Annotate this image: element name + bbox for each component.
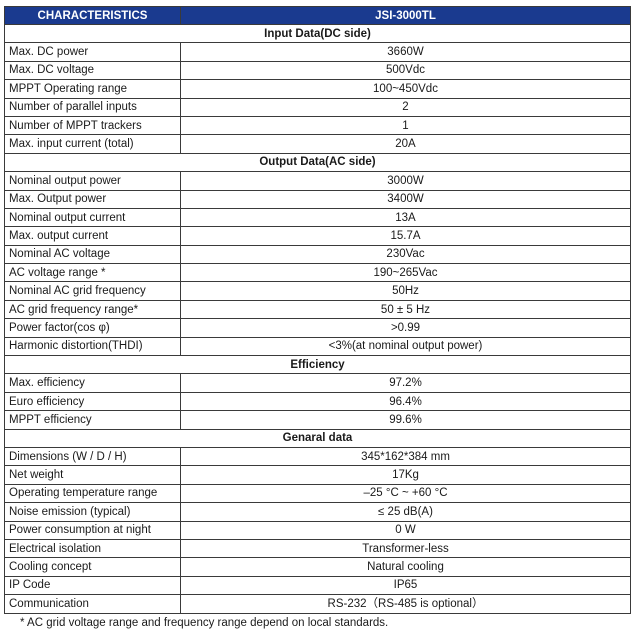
table-row: MPPT Operating range 100~450Vdc [4, 79, 631, 99]
row-label: Max. DC power [4, 42, 181, 62]
row-label: Net weight [4, 465, 181, 485]
row-label: Nominal output current [4, 207, 181, 228]
section-header-row: Input Data(DC side) [4, 23, 631, 44]
row-label: AC grid frequency range* [4, 299, 181, 320]
table-row: AC grid frequency range* 50 ± 5 Hz [4, 299, 631, 320]
table-row: Power consumption at night 0 W [4, 520, 631, 540]
row-value: 50 ± 5 Hz [180, 299, 631, 320]
table-row: AC voltage range * 190~265Vac [4, 263, 631, 283]
section-header-row: Output Data(AC side) [4, 152, 631, 173]
section-title: Genaral data [4, 428, 631, 448]
table-row: Communication RS-232（RS-485 is optional） [4, 594, 631, 614]
row-value: 500Vdc [180, 60, 631, 81]
table-row: Dimensions (W / D / H) 345*162*384 mm [4, 446, 631, 467]
table-row: Number of MPPT trackers 1 [4, 115, 631, 136]
section-title: Input Data(DC side) [4, 23, 631, 44]
table-row: Max. input current (total) 20A [4, 134, 631, 154]
row-value: 345*162*384 mm [180, 446, 631, 467]
row-value: 0 W [180, 520, 631, 540]
table-row: Nominal output current 13A [4, 207, 631, 228]
row-value: <3%(at nominal output power) [180, 336, 631, 357]
table-row: Max. efficiency 97.2% [4, 373, 631, 393]
row-label: Nominal output power [4, 171, 181, 191]
row-value: 3000W [180, 171, 631, 191]
table-row: Power factor(cos φ) >0.99 [4, 318, 631, 338]
row-label: Max. Output power [4, 189, 181, 209]
row-label: Noise emission (typical) [4, 502, 181, 522]
row-label: Max. output current [4, 226, 181, 246]
row-value: Transformer-less [180, 538, 631, 559]
row-value: >0.99 [180, 318, 631, 338]
table-row: Harmonic distortion(THDI) <3%(at nominal … [4, 336, 631, 357]
table-row: Cooling concept Natural cooling [4, 557, 631, 577]
row-value: RS-232（RS-485 is optional） [180, 594, 631, 614]
table-row: Net weight 17Kg [4, 465, 631, 485]
row-label: Power factor(cos φ) [4, 318, 181, 338]
row-label: Dimensions (W / D / H) [4, 446, 181, 467]
table-row: Number of parallel inputs 2 [4, 97, 631, 117]
table-row: Nominal output power 3000W [4, 171, 631, 191]
row-label: Max. DC voltage [4, 60, 181, 81]
table-row: Max. Output power 3400W [4, 189, 631, 209]
row-value: 96.4% [180, 391, 631, 412]
row-value: 20A [180, 134, 631, 154]
row-label: Number of MPPT trackers [4, 115, 181, 136]
row-value: 97.2% [180, 373, 631, 393]
row-value: 230Vac [180, 244, 631, 265]
row-value: 13A [180, 207, 631, 228]
row-label: Operating temperature range [4, 483, 181, 504]
section-header-row: Efficiency [4, 355, 631, 375]
table-row: Electrical isolation Transformer-less [4, 538, 631, 559]
row-value: Natural cooling [180, 557, 631, 577]
section-title: Output Data(AC side) [4, 152, 631, 173]
row-label: Nominal AC voltage [4, 244, 181, 265]
row-label: IP Code [4, 575, 181, 596]
table-row: IP Code IP65 [4, 575, 631, 596]
table-row: Nominal AC grid frequency 50Hz [4, 281, 631, 301]
row-label: MPPT Operating range [4, 79, 181, 99]
row-value: 15.7A [180, 226, 631, 246]
row-value: 3660W [180, 42, 631, 62]
header-model: JSI-3000TL [180, 6, 631, 25]
characteristics-table: CHARACTERISTICS JSI-3000TL Input Data(DC… [4, 6, 631, 614]
row-value: IP65 [180, 575, 631, 596]
row-value: 50Hz [180, 281, 631, 301]
row-label: Electrical isolation [4, 538, 181, 559]
table-row: Max. DC voltage 500Vdc [4, 60, 631, 81]
row-value: 17Kg [180, 465, 631, 485]
row-label: Power consumption at night [4, 520, 181, 540]
row-value: ≤ 25 dB(A) [180, 502, 631, 522]
row-value: 190~265Vac [180, 263, 631, 283]
spec-sheet: CHARACTERISTICS JSI-3000TL Input Data(DC… [4, 6, 631, 614]
table-row: Max. DC power 3660W [4, 42, 631, 62]
table-row: Max. output current 15.7A [4, 226, 631, 246]
section-header-row: Genaral data [4, 428, 631, 448]
row-label: Number of parallel inputs [4, 97, 181, 117]
table-header-row: CHARACTERISTICS JSI-3000TL [4, 6, 631, 25]
table-row: Euro efficiency 96.4% [4, 391, 631, 412]
row-value: 2 [180, 97, 631, 117]
row-value: 99.6% [180, 410, 631, 430]
row-label: Nominal AC grid frequency [4, 281, 181, 301]
row-value: 100~450Vdc [180, 79, 631, 99]
table-row: Operating temperature range –25 °C ~ +60 … [4, 483, 631, 504]
row-label: Max. efficiency [4, 373, 181, 393]
row-label: Max. input current (total) [4, 134, 181, 154]
table-row: Nominal AC voltage 230Vac [4, 244, 631, 265]
row-label: AC voltage range * [4, 263, 181, 283]
row-label: Euro efficiency [4, 391, 181, 412]
row-label: Harmonic distortion(THDI) [4, 336, 181, 357]
row-label: Communication [4, 594, 181, 614]
footnote: * AC grid voltage range and frequency ra… [20, 617, 389, 629]
row-label: MPPT efficiency [4, 410, 181, 430]
header-characteristics: CHARACTERISTICS [4, 6, 181, 25]
table-row: Noise emission (typical) ≤ 25 dB(A) [4, 502, 631, 522]
row-value: 3400W [180, 189, 631, 209]
table-row: MPPT efficiency 99.6% [4, 410, 631, 430]
row-label: Cooling concept [4, 557, 181, 577]
row-value: –25 °C ~ +60 °C [180, 483, 631, 504]
section-title: Efficiency [4, 355, 631, 375]
row-value: 1 [180, 115, 631, 136]
